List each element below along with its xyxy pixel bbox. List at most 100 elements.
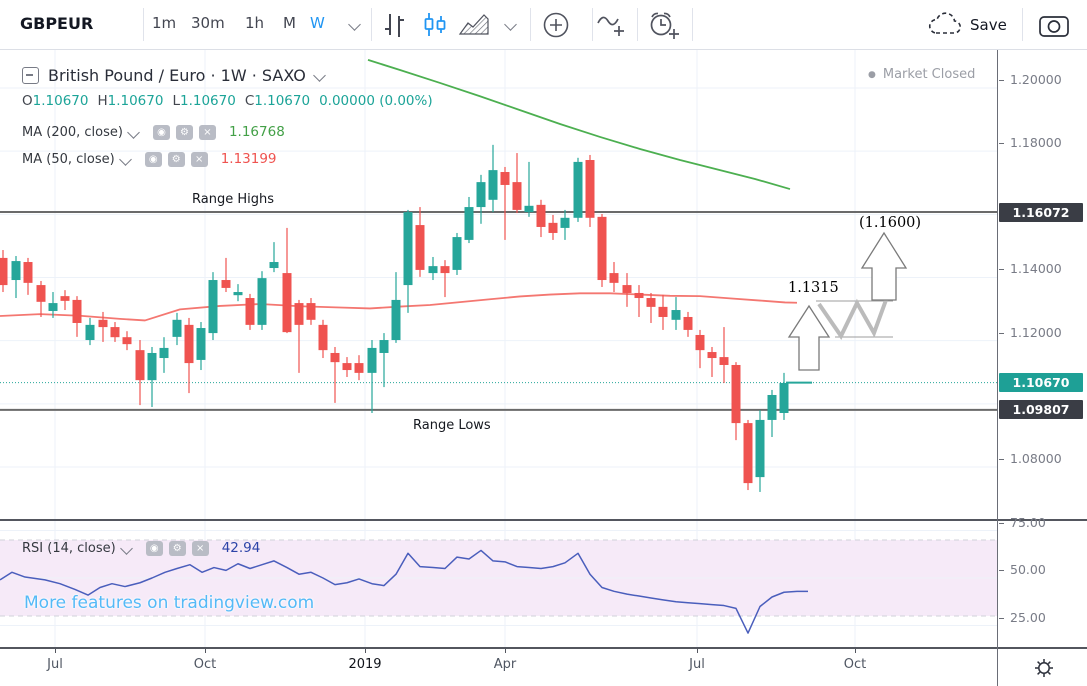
ma200-gear-icon[interactable]: ⚙ [175,124,193,140]
price-axis[interactable]: 1.20000 1.18000 1.14000 1.12000 1.08000 75.00… [998,50,1087,647]
price-tick-1.18000: 1.18000 [1010,135,1062,151]
save-button[interactable]: Save [926,12,1007,38]
alert-clock-add-icon[interactable] [648,11,682,40]
rsi-gear-icon[interactable]: ⚙ [168,540,186,556]
ma50-chevron-down-icon[interactable] [118,152,132,166]
price-axis-border [997,50,998,686]
time-tick-Jul: Jul [47,657,63,672]
level-price-badge: 1.09807 [999,400,1083,420]
ma200-legend-row: MA (200, close) ◉ ⚙ × 1.16768 [22,124,285,140]
toolbar-separator [592,8,593,41]
target-price-label-2[interactable]: (1.1600) [859,215,922,231]
range-lows-label[interactable]: Range Lows [413,418,491,433]
zigzag-drawing [817,298,888,340]
candles-chart-type-icon[interactable] [422,11,448,38]
axis-tick [999,522,1004,524]
top-toolbar: GBPEUR 1m 30m 1h M W [0,0,1087,50]
ma50-close-icon[interactable]: × [190,151,208,167]
ma50-gear-icon[interactable]: ⚙ [167,151,185,167]
save-button-label: Save [970,16,1007,34]
axis-tick [205,648,206,653]
axis-tick [365,648,366,653]
rsi-tick-75.00: 75.00 [1010,514,1046,530]
ma200-line [367,59,791,190]
axis-tick [999,458,1004,460]
ohlc-o: O1.10670 [22,93,89,109]
ohlc-change: 0.00000 (0.00%) [319,93,433,109]
axis-tick [505,648,506,653]
pane-divider[interactable] [0,519,1087,521]
axis-tick [999,143,1004,145]
toolbar-separator [1022,8,1023,41]
axis-tick [999,269,1004,271]
ma200-value: 1.16768 [228,124,285,140]
camera-snapshot-icon[interactable] [1038,12,1070,38]
interval-button-30m[interactable]: 30m [191,14,225,32]
rsi-line [0,549,808,634]
interval-chevron-down-icon[interactable] [348,18,361,31]
ma200-close-icon[interactable]: × [198,124,216,140]
ma50-eye-icon[interactable]: ◉ [144,151,162,167]
rsi-pane [0,530,997,634]
interval-button-M[interactable]: M [283,14,296,32]
ohlc-l: L1.10670 [172,93,236,109]
axis-tick [999,332,1004,334]
legend-chevron-down-icon[interactable] [312,69,326,82]
rsi-eye-icon[interactable]: ◉ [145,540,163,556]
market-status: ● Market Closed [868,67,975,82]
indicators-add-icon[interactable] [597,11,627,39]
rsi-close-icon[interactable]: × [191,540,209,556]
ohlc-values-row: O1.10670 H1.10670 L1.10670 C1.10670 0.00000 … [22,93,433,109]
rsi-tick-25.00: 25.00 [1010,609,1046,625]
price-tick-1.20000: 1.20000 [1010,72,1062,87]
settings-sun-icon[interactable] [1028,653,1060,683]
time-tick-Oct: Oct [843,657,867,672]
compare-add-icon[interactable] [542,11,570,39]
chart-type-chevron-down-icon[interactable] [504,18,517,31]
ma50-line [0,292,798,322]
axis-tick [55,648,56,653]
candlesticks [0,144,789,492]
interval-button-1h[interactable]: 1h [245,14,265,32]
ma50-value: 1.13199 [220,151,277,167]
toolbar-separator [637,8,638,41]
axis-tick [999,570,1004,571]
tradingview-watermark: More features on tradingview.com [24,593,315,613]
ma50-label: MA (50, close) [22,151,115,167]
rsi-value: 42.94 [221,540,261,556]
symbol-description[interactable]: British Pound / Euro · 1W · SAXO [48,66,306,85]
toolbar-separator [692,8,693,41]
toolbar-separator [530,8,531,41]
interval-button-1m[interactable]: 1m [152,14,177,32]
collapse-legend-icon[interactable] [22,67,39,84]
market-status-label: Market Closed [882,67,976,82]
legend-title-row: British Pound / Euro · 1W · SAXO [22,66,326,85]
range-highs-label[interactable]: Range Highs [192,192,274,207]
area-chart-type-icon[interactable] [458,11,492,38]
ma200-chevron-down-icon[interactable] [127,125,140,139]
axis-tick [999,617,1004,619]
axis-tick [855,648,856,653]
interval-button-W[interactable]: W [310,14,325,32]
up-arrow-drawing-2 [860,231,908,301]
axis-tick [999,80,1004,81]
rsi-label: RSI (14, close) [22,540,116,556]
market-closed-dot-icon: ● [868,69,876,80]
last-price-badge: 1.10670 [999,373,1083,393]
cloud-save-icon [928,12,962,34]
bars-chart-type-icon[interactable] [383,11,407,38]
symbol-button[interactable]: GBPEUR [20,14,94,33]
toolbar-separator [143,8,144,41]
rsi-chevron-down-icon[interactable] [119,541,133,555]
price-tick-1.12000: 1.12000 [1010,324,1062,340]
ohlc-h: H1.10670 [97,93,164,109]
target-price-label-1[interactable]: 1.1315 [788,280,839,296]
toolbar-separator [371,8,372,41]
ma200-eye-icon[interactable]: ◉ [152,124,170,140]
level-price-badge: 1.16072 [999,202,1083,222]
time-tick-Jul: Jul [689,657,705,672]
up-arrow-drawing-1 [787,304,831,371]
time-axis[interactable]: Jul Oct 2019 Apr Jul Oct [0,648,997,686]
